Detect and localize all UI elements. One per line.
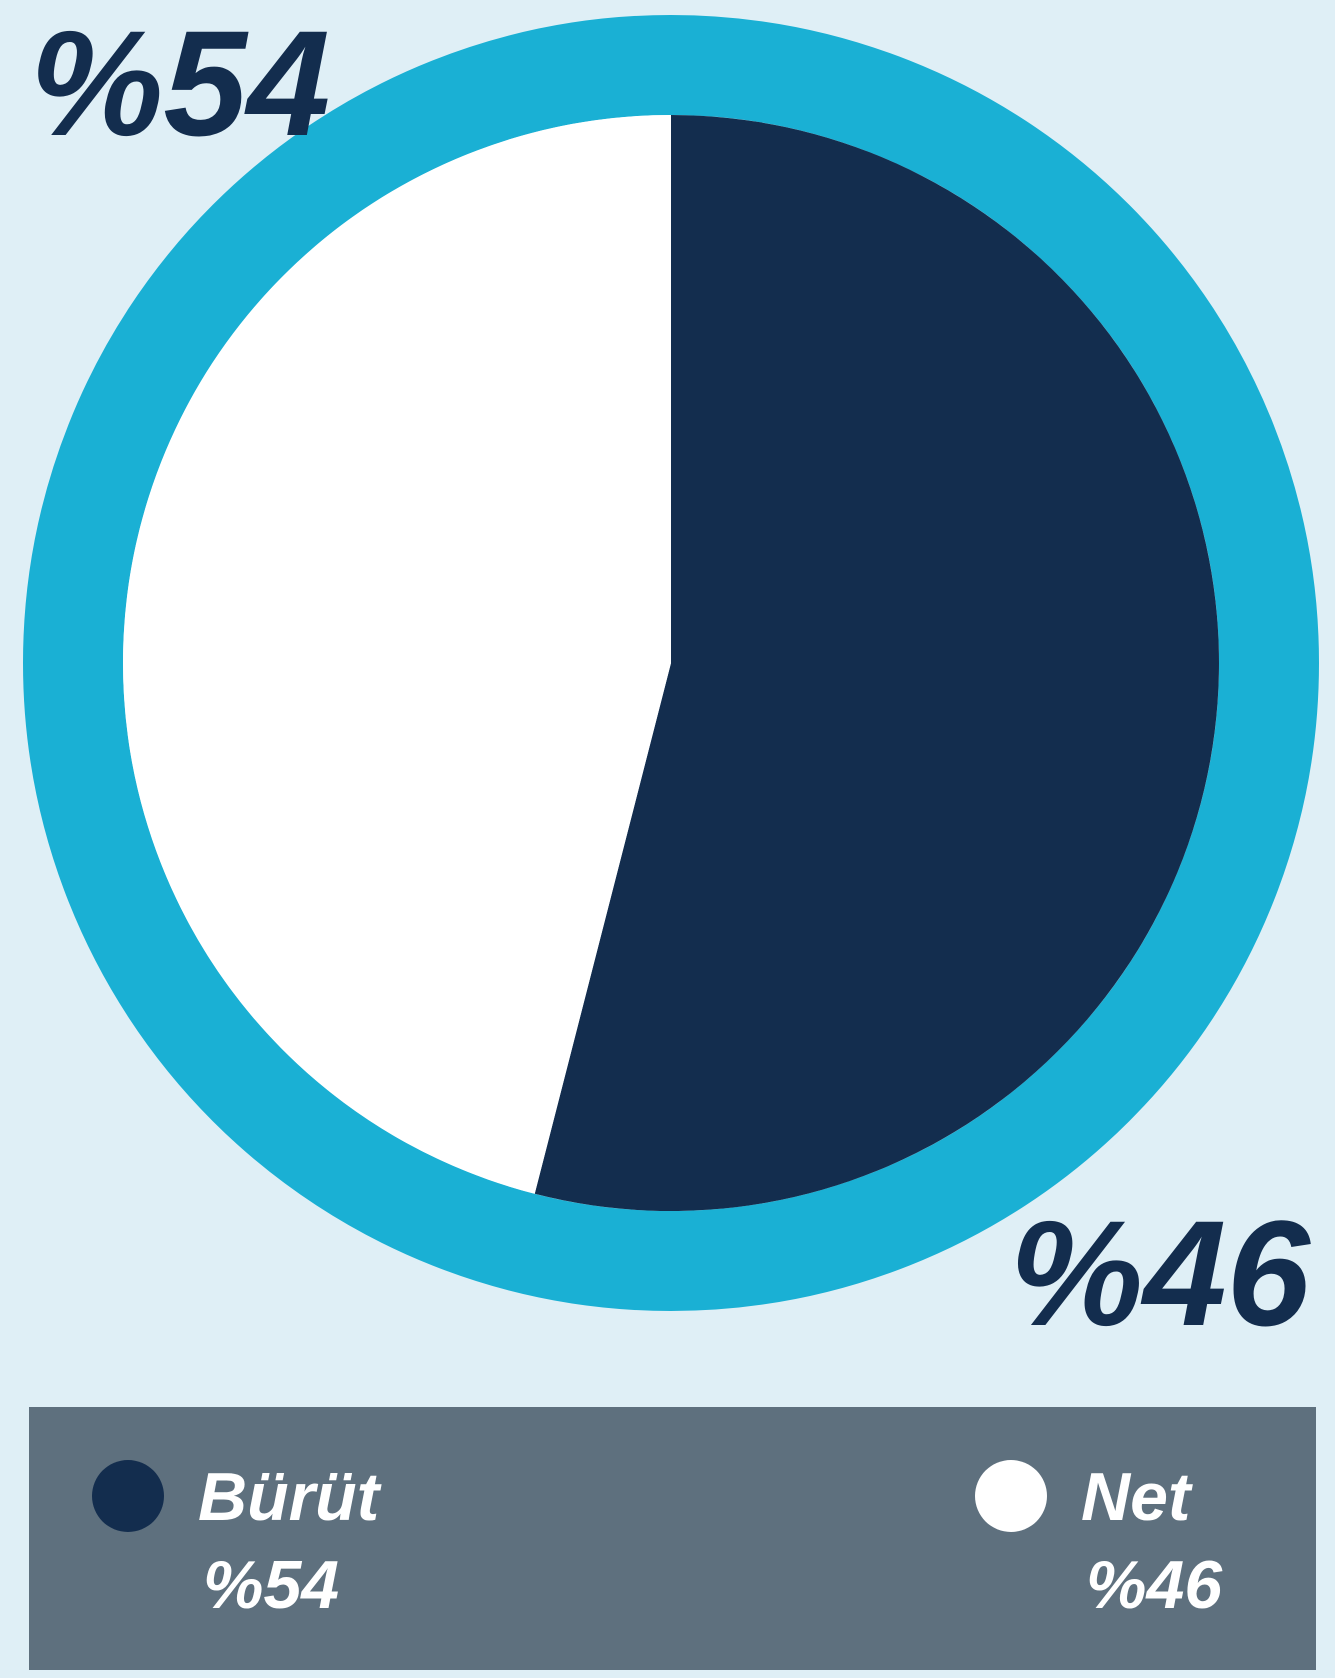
legend-swatch [92,1460,164,1532]
legend-label: Net [1081,1459,1193,1535]
pie-slice [122,115,672,1194]
legend-value: %54 [203,1547,339,1623]
ring [23,15,1319,1311]
legend-label: Bürüt [198,1459,382,1535]
pie-slice [534,115,1219,1211]
legend-value: %46 [1086,1547,1223,1623]
value-label: %46 [1010,1189,1312,1357]
legend-box [29,1407,1316,1670]
legend-swatch [975,1460,1047,1532]
value-label: %54 [30,0,330,167]
